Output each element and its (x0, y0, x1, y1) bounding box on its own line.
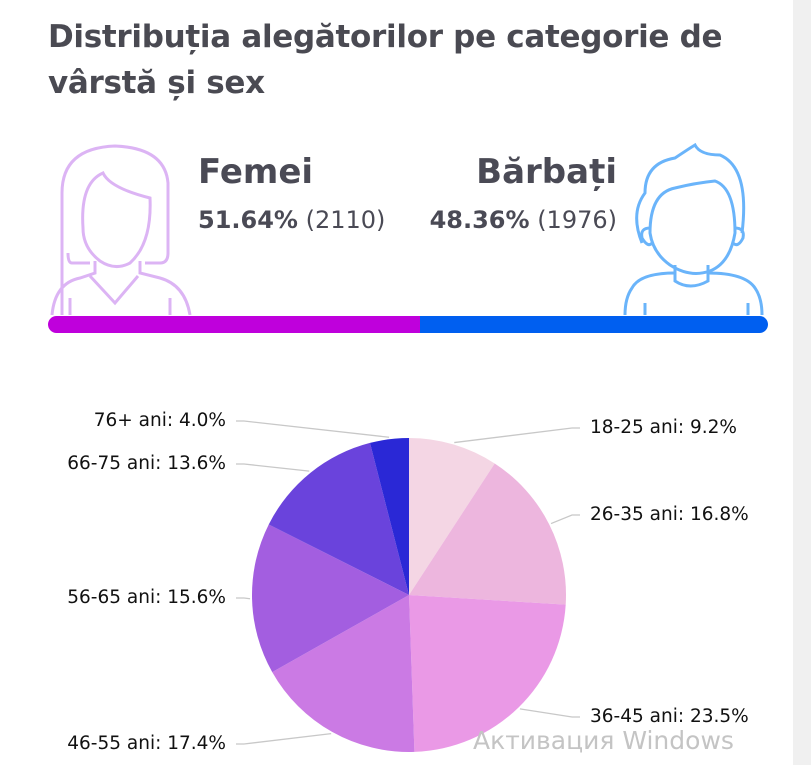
pie-label-0: 18-25 ani: 9.2% (590, 417, 737, 438)
pie-slice-1 (409, 463, 566, 605)
pie-slice-0 (409, 438, 495, 595)
windows-watermark: Активация Windows (473, 726, 734, 755)
pie-slice-2 (409, 595, 566, 752)
pie-slice-5 (268, 442, 409, 595)
pie-slice-3 (272, 595, 415, 752)
female-count: (2110) (305, 206, 386, 234)
pie-leader-line-2 (519, 708, 580, 718)
pie-leader-line-0 (454, 427, 580, 444)
pie-leader-line-3 (236, 732, 332, 745)
scrollbar[interactable] (793, 0, 811, 765)
gender-bar-female (48, 316, 420, 333)
female-percent: 51.64% (198, 206, 298, 234)
pie-label-5: 66-75 ani: 13.6% (67, 453, 226, 474)
pie-slice-4 (252, 524, 409, 673)
pie-label-1: 26-35 ani: 16.8% (590, 504, 749, 525)
pie-slice-6 (369, 438, 409, 595)
male-icon (623, 143, 764, 315)
male-percent: 48.36% (429, 206, 530, 234)
female-icon (50, 144, 192, 315)
pie-leader-line-1 (550, 514, 580, 525)
pie-label-6: 76+ ani: 4.0% (93, 410, 226, 431)
pie-label-3: 46-55 ani: 17.4% (67, 733, 226, 754)
female-stat: 51.64% (2110) (198, 206, 385, 234)
pie-label-2: 36-45 ani: 23.5% (590, 706, 749, 727)
page-title: Distribuția alegătorilor pe categorie de… (48, 19, 723, 101)
male-stat: 48.36% (1976) (430, 206, 617, 234)
pie-leader-line-5 (236, 463, 310, 472)
female-label: Femei (198, 152, 314, 192)
pie-label-4: 56-65 ani: 15.6% (67, 587, 226, 608)
gender-bar-male (419, 316, 768, 333)
pie-leader-line-6 (236, 420, 390, 438)
male-count: (1976) (537, 206, 617, 234)
pie-leader-line-4 (236, 597, 251, 600)
gender-bar (48, 316, 768, 333)
male-label: Bărbați (476, 152, 617, 192)
